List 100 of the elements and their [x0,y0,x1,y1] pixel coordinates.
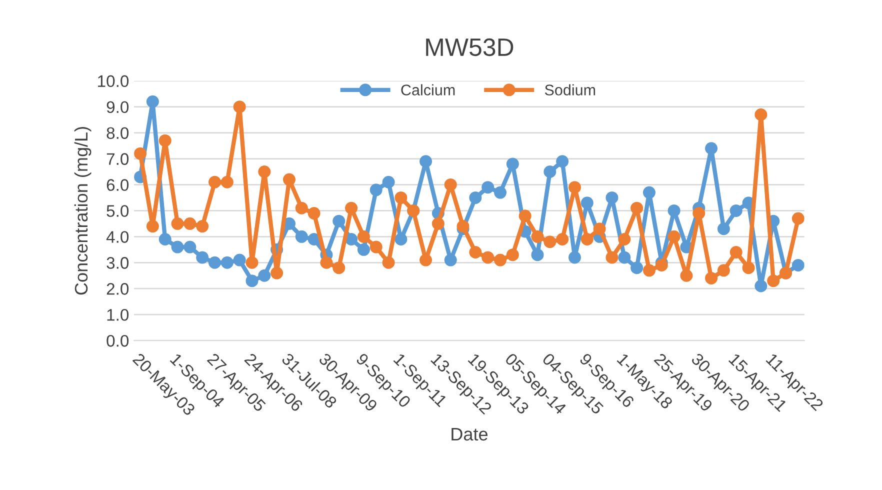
point [220,256,234,269]
point [208,176,221,188]
y-tick-label: 4.0 [106,231,129,243]
point [420,155,432,168]
point [668,204,680,217]
point [494,186,507,199]
point [295,230,308,243]
point [320,256,333,269]
point [544,165,556,178]
point [606,251,618,264]
point [642,186,656,199]
point [717,264,730,277]
point [184,217,196,230]
point [705,142,718,155]
point [394,191,408,204]
point [196,251,209,264]
point [258,269,271,282]
point [469,246,482,258]
point [308,207,320,220]
point [630,202,644,214]
point [580,196,594,210]
point [332,214,346,228]
legend-label: Calcium [401,84,455,96]
point [184,240,196,254]
point [394,233,408,246]
y-tick-label: 3.0 [106,257,129,269]
point [146,95,159,108]
point [432,217,444,230]
point [754,280,768,292]
point [494,254,507,266]
point [456,220,470,233]
point [544,236,556,248]
point [220,176,234,188]
x-axis-title: Date [452,428,488,441]
point [792,212,804,225]
point [680,269,693,282]
point [580,233,594,246]
point [444,178,457,191]
point [357,243,370,256]
y-tick-label: 10.0 [98,75,129,88]
point [792,258,804,272]
point [692,207,706,220]
point [568,181,581,194]
y-axis-title: Concentration (mg/L) [74,127,92,295]
y-tick-label: 5.0 [106,205,129,217]
point [370,184,382,196]
y-tick-label: 2.0 [106,283,129,295]
point [705,272,718,284]
point [469,191,482,204]
point [506,248,519,262]
point [158,134,172,147]
point [270,266,284,280]
point [482,251,494,264]
point [146,220,159,233]
point [482,181,494,194]
point [568,251,581,264]
point [742,262,755,274]
point [345,233,358,246]
point [593,222,606,236]
point [382,256,395,269]
point [158,233,172,246]
point [642,264,656,277]
point [531,230,544,243]
point [518,210,532,222]
point [345,202,358,214]
y-tick-label: 9.0 [106,101,129,114]
point [295,202,308,214]
point [655,258,668,272]
y-tick-label: 6.0 [106,179,129,191]
point [556,155,569,168]
chart-title: MW53D [426,38,514,56]
point [730,204,742,217]
point [767,274,780,288]
point [618,233,631,246]
point [556,233,569,246]
point [171,240,184,254]
point [717,222,730,236]
legend-label: Sodium [544,84,596,96]
point [233,100,246,114]
point [420,254,432,266]
point [606,191,618,204]
y-tick-label: 7.0 [106,153,129,165]
point [196,220,209,233]
point [382,176,395,188]
point [246,256,258,269]
point [282,173,296,186]
point [258,165,271,178]
point [531,248,544,262]
point [357,230,370,243]
point [308,233,320,246]
point [233,254,246,266]
point [506,158,519,170]
y-tick-label: 1.0 [107,308,129,321]
point [171,217,184,230]
point [370,240,382,254]
point [332,262,346,274]
point [630,262,644,274]
y-tick-label: 8.0 [106,127,129,139]
point [730,246,742,258]
point [208,256,221,269]
